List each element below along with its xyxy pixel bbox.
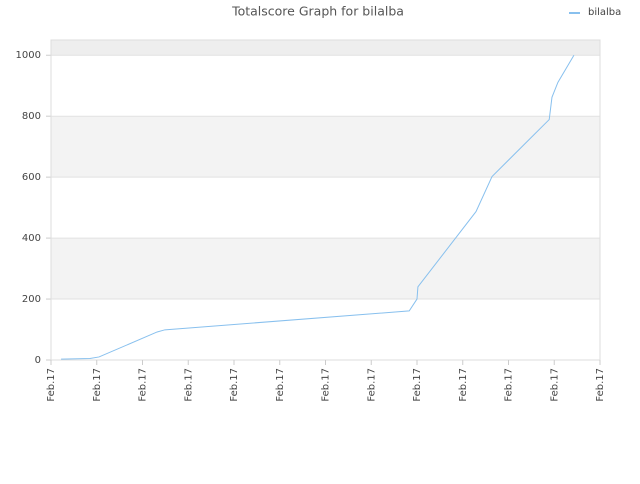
legend-label: bilalba: [588, 7, 621, 18]
x-tick-label: Feb.17: [366, 368, 377, 402]
x-tick-label: Feb.17: [321, 368, 332, 402]
grid-band: [51, 116, 600, 178]
x-tick-label: Feb.17: [504, 368, 515, 402]
x-tick-label: Feb.17: [595, 368, 606, 402]
grid-band: [51, 238, 600, 300]
grid-band: [51, 40, 600, 56]
x-tick-label: Feb.17: [138, 368, 149, 402]
x-tick-label: Feb.17: [458, 368, 469, 402]
x-tick-label: Feb.17: [46, 368, 57, 402]
y-tick-label: 600: [22, 172, 41, 183]
x-tick-label: Feb.17: [92, 368, 103, 402]
x-tick-label: Feb.17: [549, 368, 560, 402]
y-tick-label: 400: [22, 233, 41, 244]
y-tick-label: 0: [35, 355, 41, 366]
x-tick-label: Feb.17: [229, 368, 240, 402]
chart-title: Totalscore Graph for bilalba: [231, 4, 404, 19]
x-tick-label: Feb.17: [183, 368, 194, 402]
x-tick-label: Feb.17: [412, 368, 423, 402]
y-tick-label: 1000: [16, 50, 41, 61]
y-tick-label: 800: [22, 111, 41, 122]
x-tick-label: Feb.17: [275, 368, 286, 402]
y-tick-label: 200: [22, 294, 41, 305]
line: [61, 54, 575, 360]
plot-frame: [50, 39, 601, 361]
